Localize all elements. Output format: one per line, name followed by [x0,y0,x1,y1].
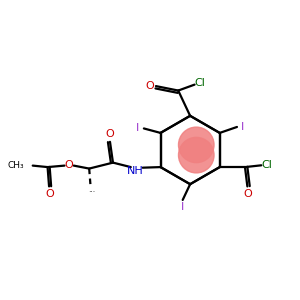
Text: I: I [181,202,184,212]
Text: O: O [64,160,74,170]
Text: I: I [136,124,139,134]
Text: CH₃: CH₃ [8,161,24,170]
Text: NH: NH [127,166,144,176]
Text: O: O [105,129,114,140]
Circle shape [178,127,214,163]
Text: Cl: Cl [194,78,206,88]
Text: O: O [45,189,54,199]
Text: O: O [243,189,252,199]
Text: I: I [241,122,244,132]
Text: ···: ··· [88,188,95,197]
Text: Cl: Cl [261,160,272,170]
Text: O: O [145,81,154,91]
Circle shape [178,137,214,173]
